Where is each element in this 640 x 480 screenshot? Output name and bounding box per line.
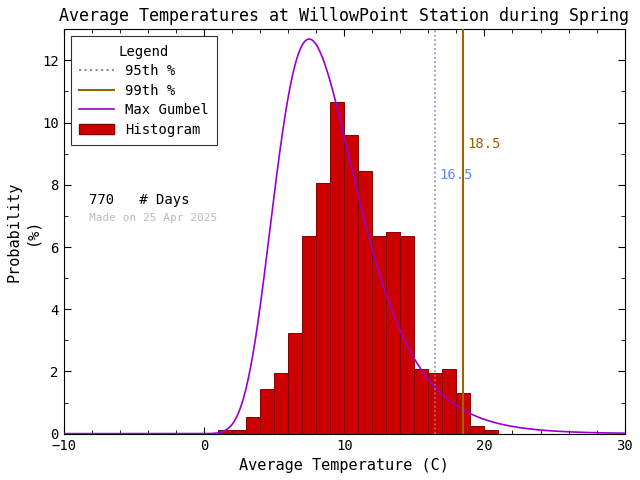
- Legend: 95th %, 99th %, Max Gumbel, Histogram: 95th %, 99th %, Max Gumbel, Histogram: [70, 36, 217, 145]
- Bar: [316, 183, 330, 433]
- Bar: [456, 393, 470, 433]
- Bar: [484, 430, 499, 433]
- Bar: [400, 236, 414, 433]
- Y-axis label: Probability
(%): Probability (%): [7, 181, 39, 282]
- Bar: [442, 369, 456, 433]
- Bar: [372, 236, 387, 433]
- Bar: [232, 430, 246, 433]
- Title: Average Temperatures at WillowPoint Station during Spring: Average Temperatures at WillowPoint Stat…: [60, 7, 629, 25]
- Bar: [274, 373, 288, 433]
- Bar: [260, 389, 274, 433]
- Text: 770   # Days: 770 # Days: [89, 193, 189, 207]
- Bar: [428, 373, 442, 433]
- Bar: [246, 418, 260, 433]
- X-axis label: Average Temperature (C): Average Temperature (C): [239, 458, 449, 473]
- Bar: [387, 232, 400, 433]
- Bar: [288, 333, 302, 433]
- Bar: [470, 426, 484, 433]
- Text: 18.5: 18.5: [468, 137, 501, 151]
- Text: Made on 25 Apr 2025: Made on 25 Apr 2025: [89, 213, 217, 223]
- Bar: [330, 102, 344, 433]
- Text: 16.5: 16.5: [440, 168, 473, 182]
- Bar: [414, 369, 428, 433]
- Bar: [218, 430, 232, 433]
- Bar: [344, 135, 358, 433]
- Bar: [302, 236, 316, 433]
- Bar: [358, 171, 372, 433]
